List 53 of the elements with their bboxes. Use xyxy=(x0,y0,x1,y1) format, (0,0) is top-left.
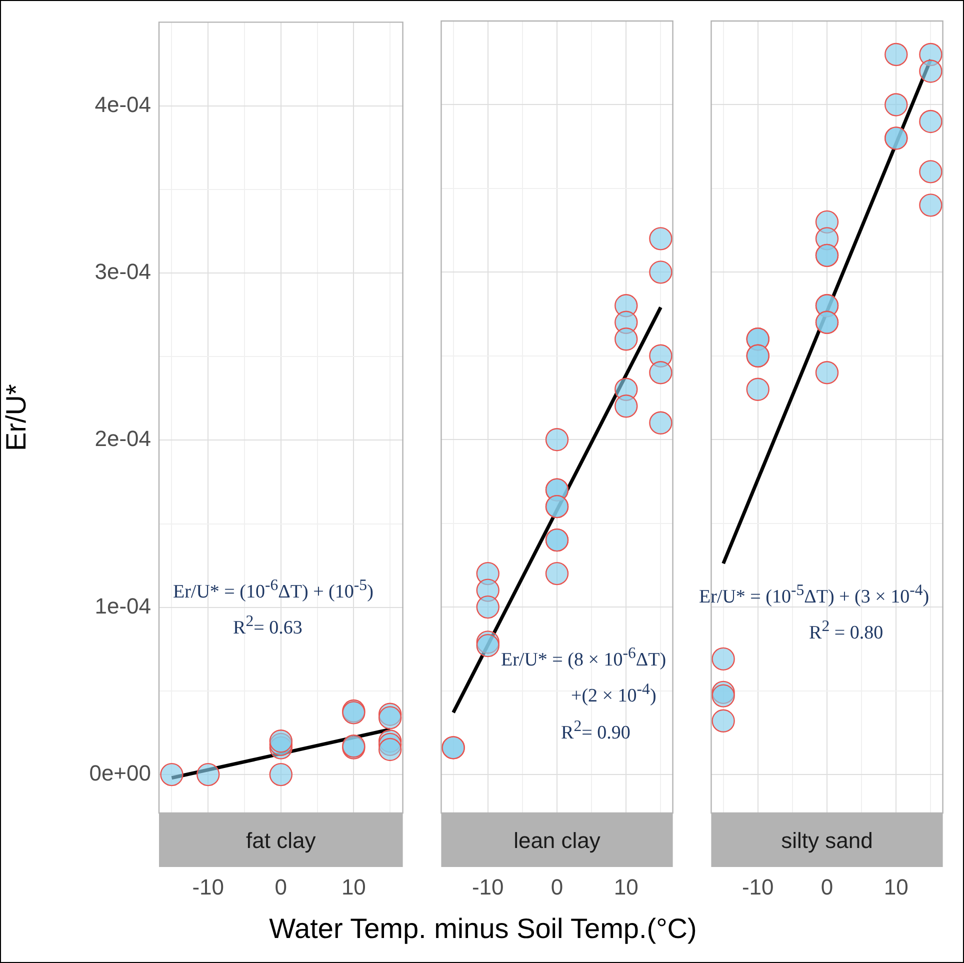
x-axis-title: Water Temp. minus Soil Temp.(°C) xyxy=(268,913,698,945)
annotation: +(2 × 10$^{-4}$) xyxy=(570,680,658,709)
annotation: Er/U* = (10$^{-5}$ΔT) + (3 × 10$^{-4}$) xyxy=(699,581,930,610)
point xyxy=(919,160,942,184)
point xyxy=(815,361,839,384)
point xyxy=(476,595,500,619)
point xyxy=(712,684,735,708)
x-tick-label: 0 xyxy=(550,874,564,900)
point xyxy=(919,194,942,217)
x-tick-label: -10 xyxy=(742,874,774,900)
x-tick-label: 0 xyxy=(820,874,834,900)
text: fat clay xyxy=(246,828,316,854)
text: lean clay xyxy=(514,828,600,854)
y-tick-label: 0e+00 xyxy=(89,760,151,786)
x-tick-label: -10 xyxy=(472,874,504,900)
x-tick-label: 10 xyxy=(614,874,638,900)
point xyxy=(884,42,908,66)
point xyxy=(649,411,672,434)
text: silty sand xyxy=(781,828,873,854)
point xyxy=(919,60,942,83)
annotation: R$^{2}$= 0.90 xyxy=(560,716,632,745)
point xyxy=(746,378,770,401)
x-tick-label: 0 xyxy=(274,874,288,900)
point xyxy=(884,93,908,116)
x-tick-label: 10 xyxy=(884,874,908,900)
point xyxy=(476,634,500,658)
y-tick-label: 1e-04 xyxy=(94,593,151,618)
annotation: Er/U* = (10$^{-6}$ΔT) + (10$^{-5}$) xyxy=(173,576,374,604)
point xyxy=(712,647,735,671)
y-tick-label: 4e-04 xyxy=(94,92,151,117)
annotation: R$^{2}$ = 0.80 xyxy=(808,617,884,646)
point xyxy=(649,361,672,384)
point xyxy=(269,730,292,753)
point xyxy=(649,260,672,284)
point xyxy=(269,762,292,786)
point xyxy=(614,394,638,418)
point xyxy=(649,227,672,250)
y-tick-label: 3e-04 xyxy=(94,259,151,284)
annotation: R$^{2}$= 0.63 xyxy=(232,612,304,641)
point xyxy=(614,328,638,351)
point xyxy=(378,738,402,762)
y-axis-title: Er/U* xyxy=(0,384,32,452)
point xyxy=(712,709,735,733)
y-tick-label: 2e-04 xyxy=(94,426,151,452)
point xyxy=(545,428,569,452)
point xyxy=(378,706,402,730)
x-tick-label: 10 xyxy=(341,874,366,900)
annotation: Er/U* = (8 × 10$^{-6}$ΔT) xyxy=(501,644,666,672)
point xyxy=(919,110,942,134)
x-tick-label: -10 xyxy=(192,874,224,900)
point xyxy=(160,762,184,786)
point xyxy=(196,762,220,786)
point xyxy=(545,562,569,586)
